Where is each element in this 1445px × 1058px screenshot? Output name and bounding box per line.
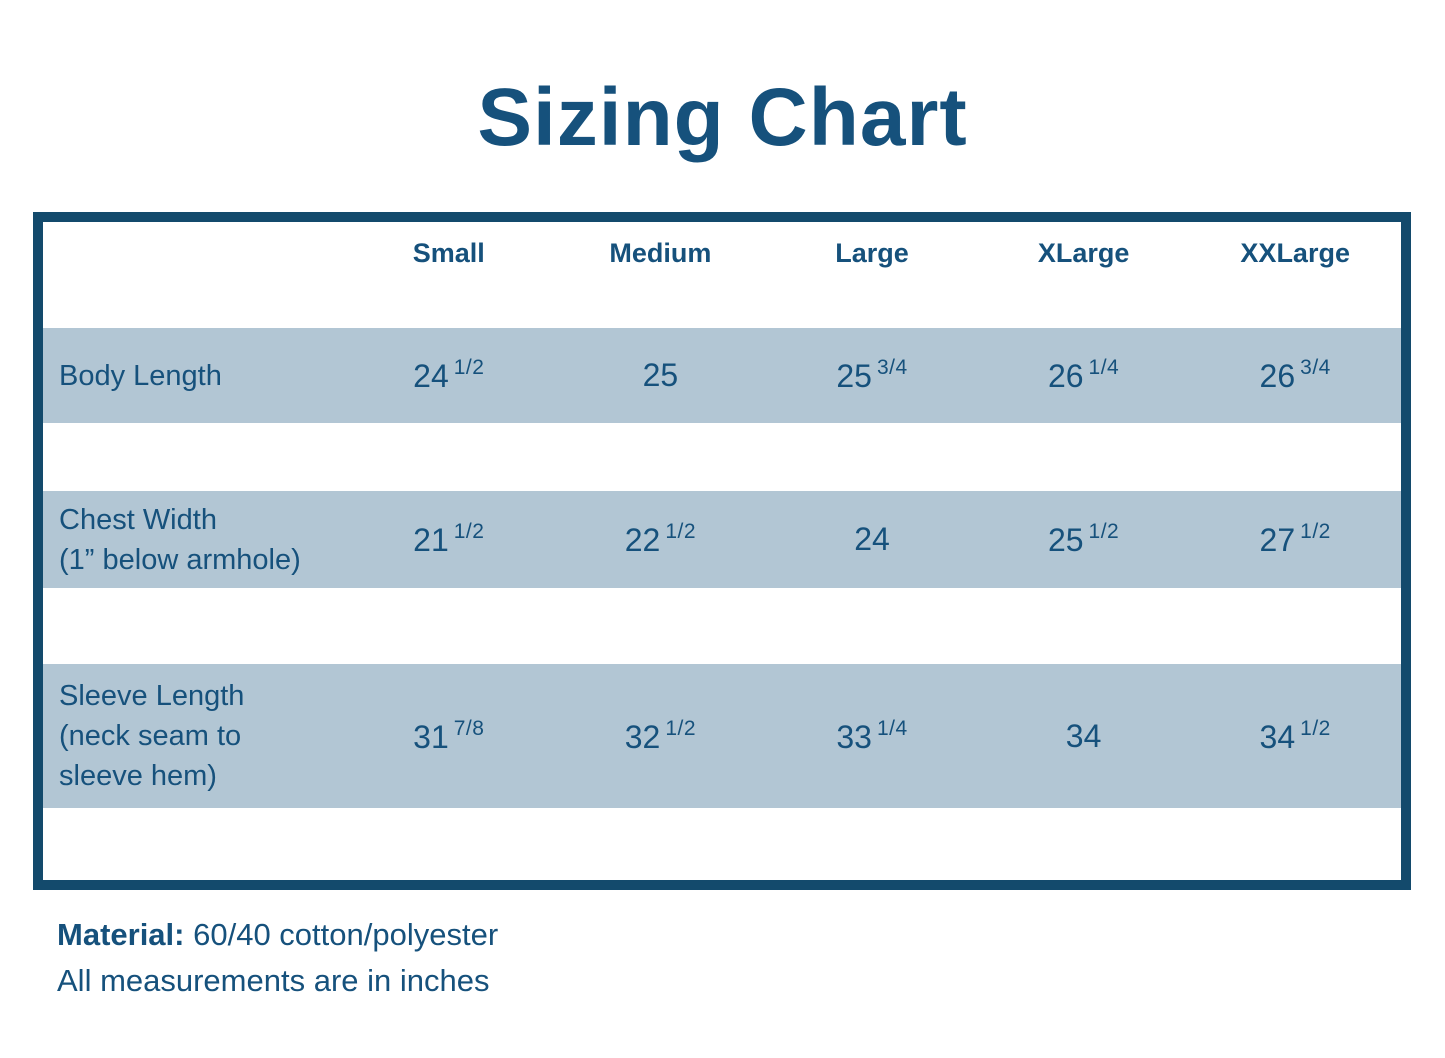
value-sleeve-length-small: 31 7/8 [343,717,555,756]
value-fraction: 1/4 [876,716,908,740]
value-whole: 24 [413,358,449,394]
value-whole: 34 [1065,717,1102,754]
page-title: Sizing Chart [477,72,968,163]
value-fraction: 3/4 [876,356,908,379]
value-whole: 34 [1259,718,1296,755]
column-header-large: Large [835,238,909,268]
value-chest-width-small: 21 1/2 [343,520,555,559]
value-chest-width-large: 24 [766,521,978,558]
value-body-length-xxlarge: 26 3/4 [1189,356,1401,395]
value-sleeve-length-large: 33 1/4 [766,717,978,756]
value-whole: 27 [1259,522,1296,558]
sizing-table-inner: Small Medium Large XLarge XXLarge Body L… [43,222,1401,880]
table-row-sleeve-length: Sleeve Length (neck seam to sleeve hem) … [43,664,1401,808]
value-whole: 24 [854,521,890,557]
footer-notes: Material: 60/40 cotton/polyester All mea… [57,912,498,1004]
value-body-length-large: 25 3/4 [766,356,978,395]
value-chest-width-xlarge: 25 1/2 [978,520,1190,559]
value-whole: 26 [1259,358,1296,394]
material-line: Material: 60/40 cotton/polyester [57,912,498,958]
value-chest-width-xxlarge: 27 1/2 [1189,520,1401,559]
value-fraction: 3/4 [1300,356,1331,379]
value-fraction: 1/4 [1088,356,1120,379]
value-fraction: 1/2 [665,520,697,543]
value-whole: 26 [1047,358,1084,394]
value-fraction: 1/2 [1300,716,1331,740]
column-header-xlarge: XLarge [1037,238,1130,268]
value-whole: 25 [836,358,872,394]
row-label-sleeve-length: Sleeve Length (neck seam to sleeve hem) [59,680,245,792]
table-header-row: Small Medium Large XLarge XXLarge [43,222,1401,322]
units-note: All measurements are in inches [57,963,490,998]
column-header-small: Small [412,238,485,268]
table-row-body-length: Body Length 24 1/2 25 25 3/4 26 1/4 26 3/4 [43,328,1401,423]
value-whole: 25 [642,357,679,393]
value-whole: 22 [624,522,661,558]
value-whole: 31 [413,718,449,755]
value-chest-width-medium: 22 1/2 [555,520,767,559]
value-fraction: 1/2 [1088,520,1120,543]
column-header-xxlarge: XXLarge [1240,238,1350,268]
value-whole: 33 [836,718,872,755]
value-sleeve-length-xlarge: 34 [978,718,1190,755]
value-body-length-xlarge: 26 1/4 [978,356,1190,395]
column-header-medium: Medium [609,238,712,268]
value-body-length-small: 24 1/2 [343,356,555,395]
value-fraction: 1/2 [453,356,485,379]
value-fraction: 1/2 [665,716,697,740]
row-label-chest-width: Chest Width (1” below armhole) [59,503,301,576]
material-label: Material: [57,917,185,952]
table-row-chest-width: Chest Width (1” below armhole) 21 1/2 22 1… [43,491,1401,588]
value-fraction: 1/2 [1300,520,1331,543]
sizing-table: Small Medium Large XLarge XXLarge Body L… [33,212,1411,890]
value-whole: 21 [413,522,449,558]
row-label-body-length: Body Length [59,359,222,392]
value-whole: 25 [1047,522,1084,558]
value-body-length-medium: 25 [555,357,767,394]
value-sleeve-length-medium: 32 1/2 [555,717,767,756]
value-sleeve-length-xxlarge: 34 1/2 [1189,717,1401,756]
value-whole: 32 [624,718,661,755]
value-fraction: 1/2 [453,520,485,543]
value-fraction: 7/8 [453,716,485,740]
material-value: 60/40 cotton/polyester [193,917,499,952]
